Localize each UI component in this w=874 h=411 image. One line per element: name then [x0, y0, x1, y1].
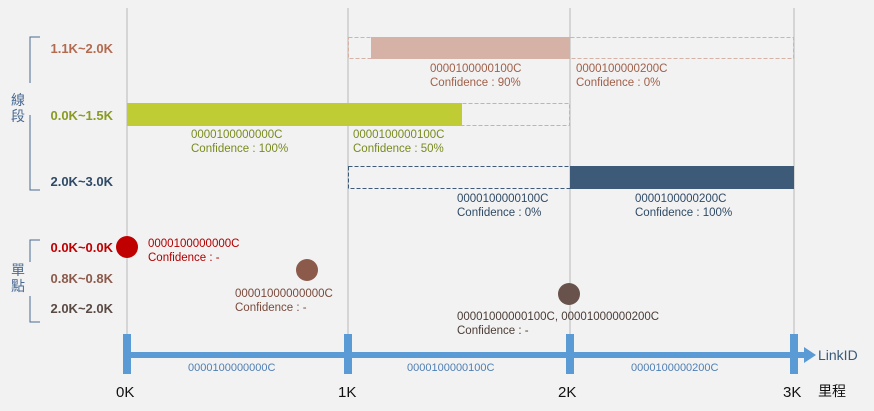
axis-name: LinkID [818, 347, 858, 363]
segment-confidence: Confidence : 100% [635, 207, 733, 219]
axis-tick-mark [790, 334, 798, 374]
axis-arrowhead [804, 347, 816, 363]
segment-caption: 0000100000200C Confidence : 100% [635, 192, 732, 220]
point-marker [116, 236, 138, 258]
axis-link-id: 0000100000000C [188, 362, 276, 374]
segment-caption: 0000100000100C Confidence : 0% [457, 192, 548, 220]
segment-id: 0000100000100C [430, 63, 522, 75]
point-confidence: Confidence : - [457, 325, 529, 337]
points-bracket [29, 239, 40, 323]
point-caption: 00001000000000C Confidence : - [235, 287, 333, 315]
point-caption: 00001000000100C, 00001000000200C Confide… [457, 310, 659, 338]
segment-confidence: Confidence : 50% [353, 143, 444, 155]
tick-label: 2K [558, 384, 577, 401]
segment-caption: 0000100000200C Confidence : 0% [576, 62, 667, 90]
tick-label: 3K [783, 384, 802, 401]
row-label-5: 0.8K~0.8K [50, 271, 113, 286]
row-label-1: 1.1K~2.0K [50, 41, 113, 56]
axis-tick-mark [344, 334, 352, 374]
segments-bracket [29, 36, 40, 191]
segment-bar [570, 166, 794, 189]
point-id: 00001000000100C, 00001000000200C [457, 311, 660, 323]
tick-label: 0K [116, 384, 135, 401]
segment-bar [371, 37, 570, 59]
segment-confidence: Confidence : 90% [430, 77, 521, 89]
row-label-3: 2.0K~3.0K [50, 174, 113, 189]
point-id: 0000100000000C [148, 238, 240, 250]
segment-confidence: Confidence : 0% [457, 207, 542, 219]
point-id: 00001000000000C [235, 288, 333, 300]
segment-outline [348, 37, 794, 59]
row-label-4: 0.0K~0.0K [50, 240, 113, 255]
segment-id: 0000100000100C [457, 193, 549, 205]
axis-tick-mark [566, 334, 574, 374]
segment-confidence: Confidence : 100% [191, 143, 289, 155]
segment-id: 0000100000000C [191, 129, 283, 141]
segment-id: 0000100000100C [353, 129, 445, 141]
point-caption: 0000100000000C Confidence : - [148, 237, 239, 265]
point-marker [296, 259, 318, 281]
segment-caption: 0000100000100C Confidence : 90% [430, 62, 521, 90]
segment-caption: 0000100000000C Confidence : 100% [191, 128, 288, 156]
segment-id: 0000100000200C [576, 63, 668, 75]
point-confidence: Confidence : - [235, 302, 307, 314]
point-confidence: Confidence : - [148, 252, 220, 264]
tick-label: 1K [338, 384, 357, 401]
row-label-2: 0.0K~1.5K [50, 108, 113, 123]
point-marker [558, 283, 580, 305]
row-label-6: 2.0K~2.0K [50, 301, 113, 316]
points-group-label: 單點 [11, 262, 25, 294]
axis-link-id: 0000100000200C [631, 362, 719, 374]
segment-caption: 0000100000100C Confidence : 50% [353, 128, 444, 156]
axis-link-id: 0000100000100C [407, 362, 495, 374]
mileage-label: 里程 [818, 383, 846, 399]
axis-tick-mark [123, 334, 131, 374]
segment-confidence: Confidence : 0% [576, 77, 661, 89]
segment-bar [127, 103, 462, 126]
segments-group-label: 線段 [11, 92, 25, 124]
segment-id: 0000100000200C [635, 193, 727, 205]
